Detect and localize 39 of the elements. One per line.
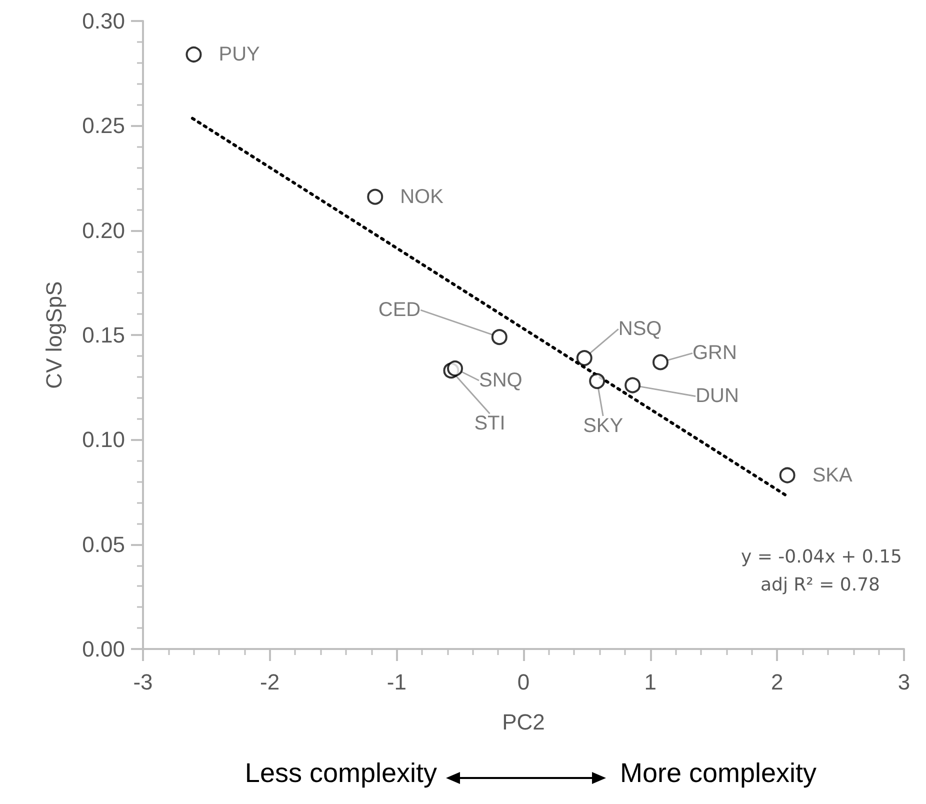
text: More complexity [620, 758, 817, 789]
data-label: NSQ [618, 318, 662, 340]
point [186, 46, 202, 62]
data-label: PUY [218, 43, 260, 66]
x-axis-title: PC2 [502, 710, 545, 734]
x-tick-label: -3 [133, 670, 153, 694]
point [589, 373, 606, 390]
data-label: NOK [400, 186, 444, 208]
point [576, 350, 592, 366]
point [491, 329, 508, 346]
y-tick-label: 0.25 [82, 113, 125, 138]
data-label: DUN [696, 385, 739, 408]
x-tick-label: 0 [517, 670, 530, 694]
data-label: SKY [583, 415, 624, 438]
x-tick-label: 2 [771, 670, 784, 694]
data-label: CED [378, 299, 421, 322]
point [447, 360, 464, 376]
point [652, 354, 668, 370]
annotation: y = -0.04x + 0.15 [740, 546, 902, 568]
y-tick-label: 0.30 [82, 8, 125, 34]
x-tick-label: -2 [260, 670, 280, 694]
data-label: STI [474, 412, 506, 435]
data-label: SNQ [479, 369, 522, 392]
y-tick-label: 0.00 [82, 636, 125, 662]
x-tick-label: 1 [644, 670, 656, 694]
x-tick-label: -1 [386, 670, 406, 694]
data-label: SKA [812, 464, 853, 486]
y-tick-label: 0.10 [82, 427, 125, 452]
data-label: GRN [692, 342, 737, 364]
text: Less complexity [244, 758, 437, 789]
x-tick-label: 3 [898, 670, 910, 694]
point [779, 467, 796, 484]
annotation: adj R² = 0.78 [760, 574, 880, 596]
y-axis-title: CV logSpS [42, 281, 66, 389]
y-tick-label: 0.05 [82, 532, 125, 557]
y-tick-label: 0.15 [82, 322, 125, 348]
point [367, 188, 384, 205]
point [624, 377, 641, 394]
y-tick-label: 0.20 [82, 218, 125, 243]
